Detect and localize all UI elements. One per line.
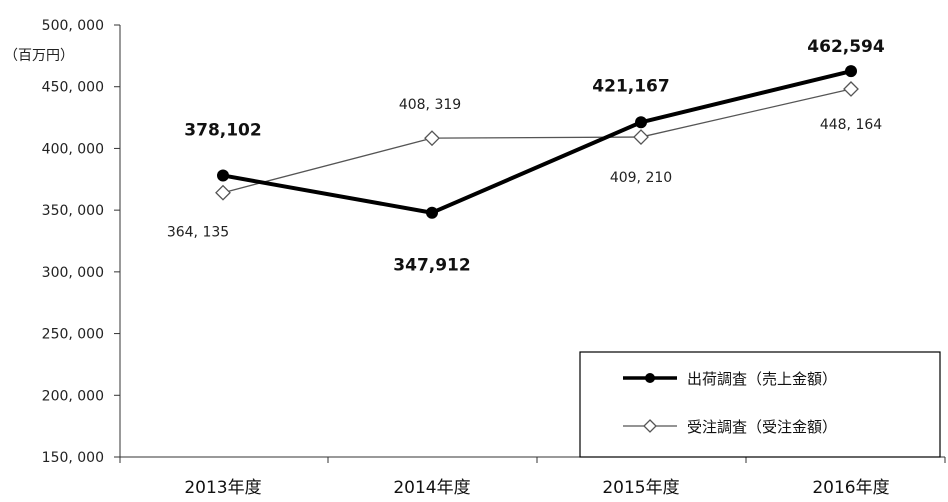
series-group: [215, 65, 859, 219]
legend-box: [579, 351, 941, 458]
y-ticks: 150, 000 200, 000 250, 000 300, 000 350, 000…: [42, 18, 120, 466]
point-orders: [424, 130, 440, 147]
y-tick-label: 150, 000: [42, 450, 104, 466]
x-tick-label: 2014年度: [393, 478, 470, 498]
y-tick-label: 200, 000: [42, 388, 104, 404]
legend-marker-sales: [645, 373, 655, 383]
x-tick-label: 2016年度: [812, 478, 889, 498]
point-orders: [215, 184, 231, 201]
y-unit-label: （百万円）: [4, 48, 74, 64]
y-tick-label: 250, 000: [42, 327, 104, 343]
data-label-sales: 347,912: [393, 256, 470, 276]
data-label-orders: 408, 319: [399, 97, 461, 113]
point-sales: [217, 169, 229, 182]
y-tick-label: 450, 000: [42, 80, 104, 96]
y-tick-label: 300, 000: [42, 265, 104, 281]
data-label-orders: 448, 164: [820, 117, 882, 133]
y-tick-label: 350, 000: [42, 203, 104, 219]
legend-label-sales: 出荷調査（売上金額）: [687, 370, 837, 388]
series-line-orders: [222, 88, 852, 194]
series-line-sales: [222, 69, 852, 215]
point-sales: [426, 206, 438, 219]
data-label-sales: 421,167: [592, 76, 669, 96]
x-ticks: 2013年度 2014年度 2015年度 2016年度: [119, 457, 946, 498]
x-tick-label: 2013年度: [184, 478, 261, 498]
point-orders: [633, 129, 649, 145]
y-tick-label: 500, 000: [42, 18, 104, 34]
data-labels: 378,102 347,912 421,167 462,594 364, 135 408,…: [167, 37, 885, 276]
point-orders: [843, 81, 859, 97]
y-tick-label: 400, 000: [42, 141, 104, 157]
legend-marker-orders: [643, 419, 657, 433]
data-label-sales: 462,594: [807, 37, 885, 57]
data-label-orders: 409, 210: [610, 170, 672, 186]
data-label-sales: 378,102: [184, 120, 261, 140]
x-tick-label: 2015年度: [602, 478, 679, 498]
point-sales: [635, 116, 647, 129]
legend-label-orders: 受注調査（受注金額）: [687, 418, 837, 436]
point-sales: [845, 65, 857, 78]
legend: 出荷調査（売上金額） 受注調査（受注金額）: [579, 351, 941, 458]
data-label-orders: 364, 135: [167, 225, 229, 241]
